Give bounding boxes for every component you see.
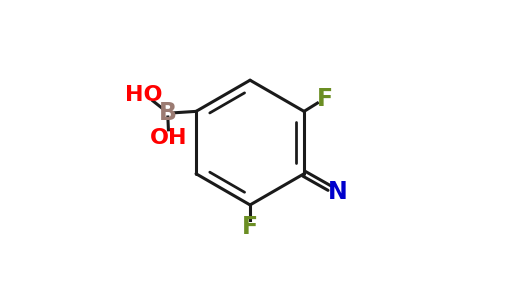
Text: B: B	[159, 101, 177, 125]
Text: N: N	[328, 181, 348, 204]
Text: F: F	[317, 87, 333, 110]
Text: OH: OH	[150, 128, 187, 148]
Text: HO: HO	[125, 85, 163, 105]
Text: F: F	[242, 215, 258, 239]
